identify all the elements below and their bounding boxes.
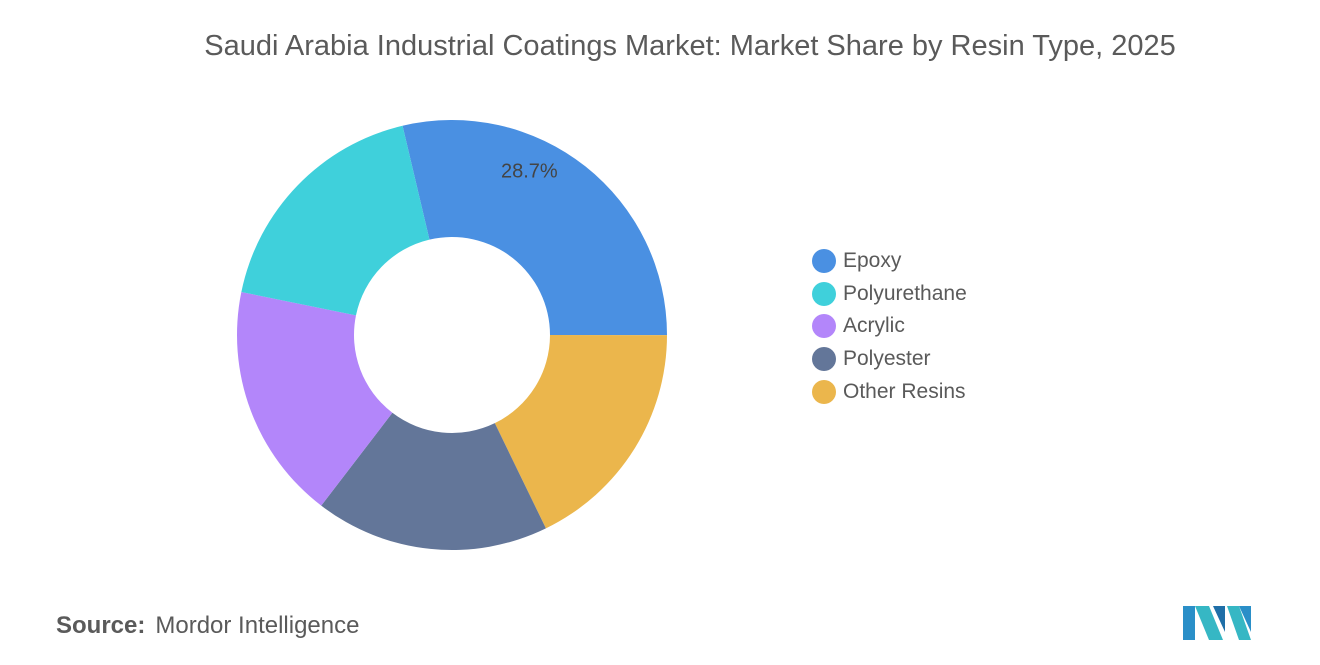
chart-title: Saudi Arabia Industrial Coatings Market:… <box>204 30 1176 62</box>
legend-swatch <box>812 379 836 404</box>
legend-label: Polyester <box>843 347 931 371</box>
legend-item-polyurethane[interactable]: Polyurethane <box>812 278 967 311</box>
source-label: Source: <box>56 612 146 639</box>
legend-swatch <box>812 249 836 274</box>
donut-chart: 28.7% <box>236 119 667 550</box>
slice-acrylic[interactable] <box>236 291 393 506</box>
legend-label: Epoxy <box>843 249 902 273</box>
mordor-intelligence-logo <box>1183 606 1251 640</box>
legend-label: Acrylic <box>843 314 905 338</box>
slice-polyester[interactable] <box>321 412 546 550</box>
legend-label: Polyurethane <box>843 281 967 305</box>
legend: Epoxy Polyurethane Acrylic Polyester Oth… <box>812 245 967 408</box>
legend-label: Other Resins <box>843 379 966 403</box>
legend-item-epoxy[interactable]: Epoxy <box>812 245 967 278</box>
legend-swatch <box>812 347 836 372</box>
source-note: Source: Mordor Intelligence <box>56 612 359 640</box>
slice-other-resins[interactable] <box>494 335 667 529</box>
data-label: 28.7% <box>501 160 558 182</box>
legend-swatch <box>812 281 836 306</box>
legend-swatch <box>812 314 836 339</box>
source-value: Mordor Intelligence <box>155 612 360 639</box>
legend-item-polyester[interactable]: Polyester <box>812 343 967 376</box>
legend-item-acrylic[interactable]: Acrylic <box>812 310 967 343</box>
slice-epoxy[interactable] <box>402 119 667 336</box>
slice-polyurethane[interactable] <box>241 125 430 316</box>
legend-item-other-resins[interactable]: Other Resins <box>812 375 967 408</box>
